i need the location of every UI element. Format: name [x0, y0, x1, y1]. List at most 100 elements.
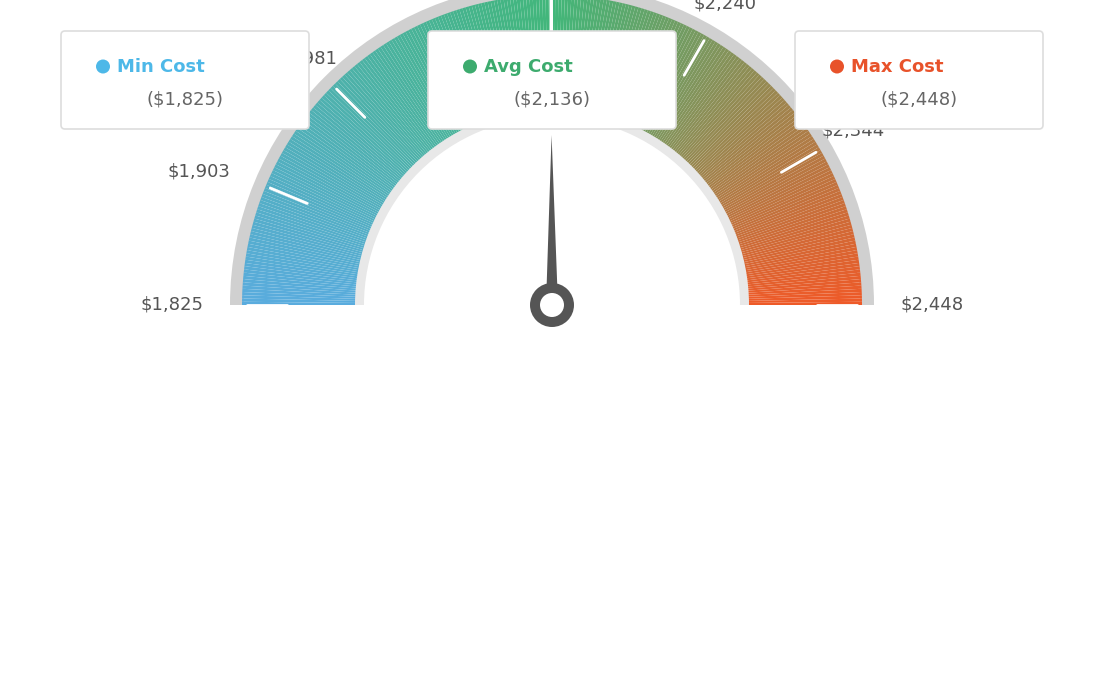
Wedge shape [364, 117, 740, 305]
Wedge shape [670, 58, 742, 151]
Wedge shape [709, 120, 803, 190]
Wedge shape [742, 234, 854, 262]
Wedge shape [637, 26, 690, 130]
Wedge shape [321, 95, 408, 175]
Wedge shape [733, 191, 841, 235]
Wedge shape [542, 0, 548, 110]
Wedge shape [720, 147, 820, 208]
Wedge shape [730, 176, 836, 226]
Wedge shape [354, 64, 429, 155]
Wedge shape [263, 191, 371, 235]
Wedge shape [746, 279, 861, 290]
Wedge shape [268, 176, 374, 226]
Wedge shape [626, 18, 672, 126]
Wedge shape [591, 1, 616, 115]
Wedge shape [490, 1, 516, 114]
Wedge shape [584, 0, 607, 113]
Text: $1,825: $1,825 [141, 296, 204, 314]
Wedge shape [746, 276, 861, 288]
Wedge shape [616, 12, 657, 121]
Wedge shape [453, 10, 491, 120]
Wedge shape [428, 19, 477, 126]
Wedge shape [265, 185, 372, 231]
Wedge shape [668, 56, 740, 150]
Wedge shape [287, 141, 386, 204]
Wedge shape [307, 112, 400, 186]
Wedge shape [471, 5, 503, 117]
Wedge shape [316, 102, 404, 179]
Wedge shape [733, 188, 840, 233]
Wedge shape [746, 286, 861, 295]
Wedge shape [627, 19, 676, 126]
Wedge shape [444, 13, 486, 122]
Wedge shape [643, 30, 699, 133]
Wedge shape [571, 0, 584, 111]
Wedge shape [500, 0, 521, 112]
Wedge shape [664, 50, 732, 146]
Wedge shape [426, 21, 475, 127]
Wedge shape [629, 21, 678, 127]
FancyBboxPatch shape [795, 31, 1043, 129]
Text: Max Cost: Max Cost [851, 57, 944, 75]
Wedge shape [485, 2, 511, 115]
Wedge shape [723, 156, 825, 213]
Circle shape [96, 59, 110, 74]
Wedge shape [745, 263, 860, 281]
Wedge shape [352, 66, 427, 156]
Wedge shape [564, 0, 575, 110]
Wedge shape [744, 257, 859, 277]
Wedge shape [309, 110, 401, 184]
Wedge shape [673, 62, 747, 153]
Wedge shape [606, 8, 641, 118]
Wedge shape [284, 147, 384, 208]
Wedge shape [523, 0, 535, 111]
Wedge shape [708, 117, 800, 189]
Wedge shape [635, 25, 687, 130]
Wedge shape [721, 150, 822, 209]
Wedge shape [732, 185, 839, 231]
Wedge shape [364, 56, 436, 150]
Wedge shape [259, 200, 369, 241]
Wedge shape [311, 108, 402, 182]
Wedge shape [624, 17, 669, 124]
Wedge shape [696, 95, 783, 175]
FancyBboxPatch shape [61, 31, 309, 129]
Wedge shape [245, 259, 359, 279]
Wedge shape [299, 123, 394, 192]
Wedge shape [336, 81, 417, 166]
Wedge shape [578, 0, 597, 112]
Wedge shape [677, 66, 752, 156]
Wedge shape [707, 115, 799, 187]
Wedge shape [588, 1, 614, 114]
Text: $1,981: $1,981 [275, 50, 338, 68]
Wedge shape [397, 35, 456, 136]
Wedge shape [251, 228, 363, 259]
Wedge shape [270, 173, 375, 224]
Wedge shape [254, 215, 365, 250]
Circle shape [463, 59, 477, 74]
Text: $2,344: $2,344 [821, 121, 884, 140]
Wedge shape [244, 263, 359, 281]
Wedge shape [244, 269, 359, 284]
Wedge shape [718, 141, 817, 204]
Wedge shape [678, 68, 754, 157]
Wedge shape [735, 197, 843, 239]
Wedge shape [503, 0, 523, 112]
Wedge shape [301, 120, 395, 190]
Wedge shape [468, 6, 501, 117]
Wedge shape [648, 35, 707, 136]
Wedge shape [513, 0, 530, 112]
Wedge shape [510, 0, 528, 112]
Wedge shape [744, 253, 858, 275]
Wedge shape [657, 43, 721, 141]
Wedge shape [671, 60, 744, 152]
Wedge shape [595, 3, 623, 115]
Wedge shape [242, 289, 358, 297]
Wedge shape [746, 292, 862, 299]
Wedge shape [243, 276, 358, 288]
Wedge shape [713, 130, 810, 197]
Wedge shape [698, 100, 787, 177]
Wedge shape [725, 161, 828, 217]
Wedge shape [246, 253, 360, 275]
Wedge shape [400, 33, 458, 135]
